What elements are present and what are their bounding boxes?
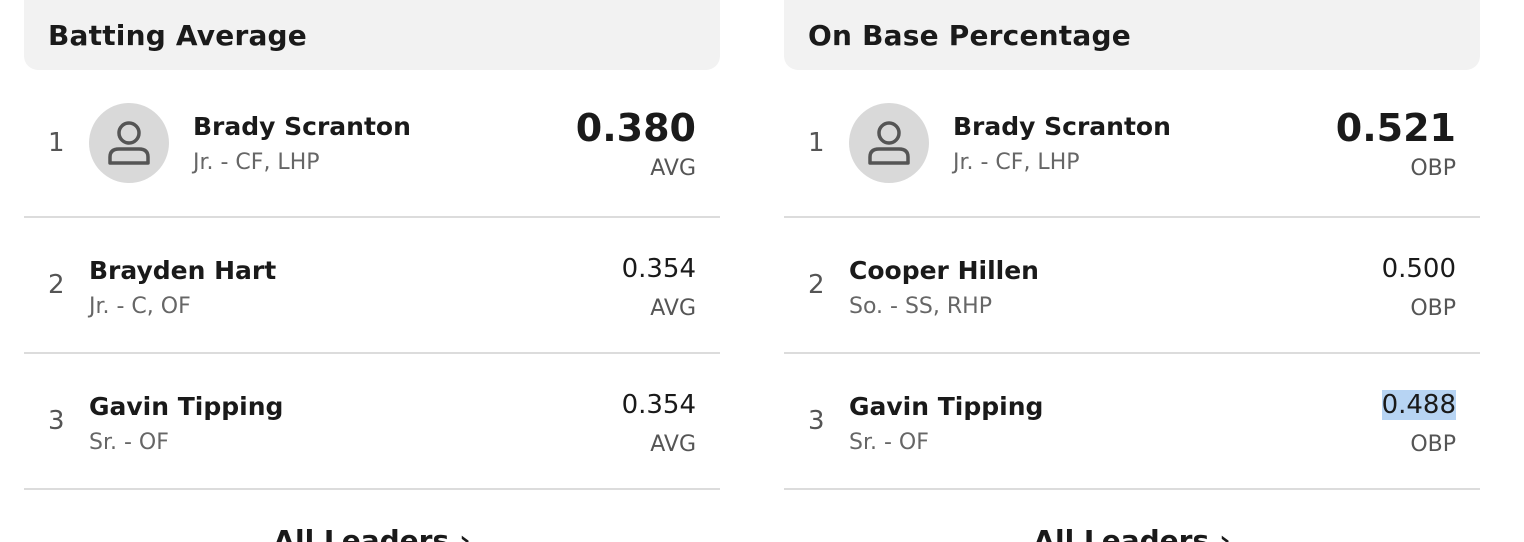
chevron-right-icon: ›: [459, 524, 471, 542]
leader-rank: 3: [48, 406, 65, 436]
leader-rank: 1: [808, 128, 825, 158]
leader-rank: 2: [808, 270, 825, 300]
leader-row[interactable]: 1 Brady Scranton Jr. - CF, LHP 0.380 AVG: [24, 70, 720, 218]
panel-header: Batting Average: [24, 0, 720, 70]
user-placeholder-icon: [89, 103, 169, 183]
stat-value: 0.500: [1381, 254, 1456, 284]
player-name[interactable]: Brady Scranton: [193, 112, 411, 141]
leader-row[interactable]: 2 Cooper Hillen So. - SS, RHP 0.500 OBP: [784, 218, 1480, 354]
player-meta: Sr. - OF: [89, 430, 169, 455]
chevron-right-icon: ›: [1219, 524, 1231, 542]
player-name[interactable]: Cooper Hillen: [849, 256, 1039, 285]
player-meta: Jr. - CF, LHP: [953, 150, 1080, 175]
player-name[interactable]: Brayden Hart: [89, 256, 277, 285]
leader-row[interactable]: 2 Brayden Hart Jr. - C, OF 0.354 AVG: [24, 218, 720, 354]
all-leaders-link[interactable]: All Leaders ›: [24, 524, 720, 542]
all-leaders-link[interactable]: All Leaders ›: [784, 524, 1480, 542]
stat-value: 0.354: [621, 390, 696, 420]
player-meta: Jr. - C, OF: [89, 294, 191, 319]
stat-unit: AVG: [650, 432, 696, 457]
player-meta: Sr. - OF: [849, 430, 929, 455]
stat-unit: AVG: [650, 296, 696, 321]
stat-unit: OBP: [1410, 432, 1456, 457]
stat-value-selected: 0.488: [1381, 390, 1456, 420]
leader-row[interactable]: 3 Gavin Tipping Sr. - OF 0.354 AVG: [24, 354, 720, 490]
leader-rank: 1: [48, 128, 65, 158]
leader-row[interactable]: 1 Brady Scranton Jr. - CF, LHP 0.521 OBP: [784, 70, 1480, 218]
batting-average-panel: Batting Average 1 Brady Scranton Jr. - C…: [24, 0, 720, 542]
player-name[interactable]: Brady Scranton: [953, 112, 1171, 141]
panel-title: Batting Average: [48, 18, 307, 52]
player-meta: So. - SS, RHP: [849, 294, 992, 319]
leader-rank: 3: [808, 406, 825, 436]
leader-rank: 2: [48, 270, 65, 300]
stat-unit: OBP: [1410, 156, 1456, 181]
stat-value: 0.354: [621, 254, 696, 284]
stat-value: 0.521: [1335, 106, 1456, 150]
all-leaders-label: All Leaders: [273, 524, 450, 542]
on-base-percentage-panel: On Base Percentage 1 Brady Scranton Jr. …: [784, 0, 1480, 542]
leader-row[interactable]: 3 Gavin Tipping Sr. - OF 0.488 OBP: [784, 354, 1480, 490]
player-name[interactable]: Gavin Tipping: [849, 392, 1044, 421]
panel-title: On Base Percentage: [808, 18, 1131, 52]
panel-header: On Base Percentage: [784, 0, 1480, 70]
user-placeholder-icon: [849, 103, 929, 183]
player-name[interactable]: Gavin Tipping: [89, 392, 284, 421]
stat-value: 0.380: [575, 106, 696, 150]
stat-unit: AVG: [650, 156, 696, 181]
player-meta: Jr. - CF, LHP: [193, 150, 320, 175]
all-leaders-label: All Leaders: [1033, 524, 1210, 542]
stat-unit: OBP: [1410, 296, 1456, 321]
